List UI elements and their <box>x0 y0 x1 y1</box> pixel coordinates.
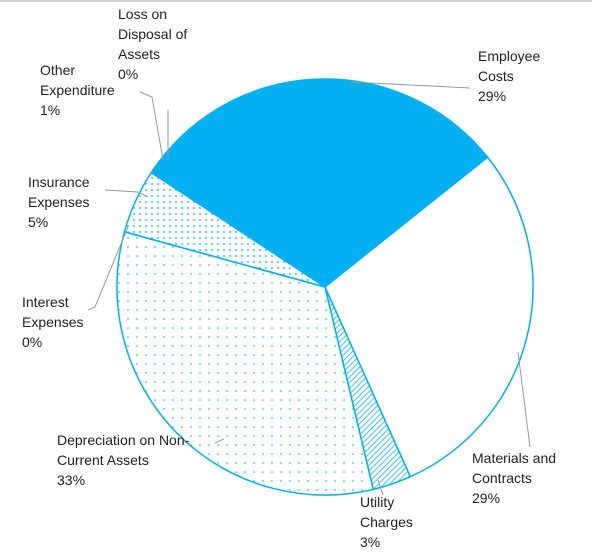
slice <box>324 156 534 478</box>
slice-label: Depreciation on Non-Current Assets 33% <box>57 430 227 490</box>
percent-label: 29% <box>478 88 507 104</box>
percent-label: 0% <box>22 334 43 350</box>
slice-label: Interest Expenses 0% <box>22 292 102 352</box>
category-name: Interest Expenses <box>22 294 84 330</box>
percent-label: 33% <box>57 472 86 488</box>
leader-lines <box>87 81 531 496</box>
category-name: Utility Charges <box>360 494 413 530</box>
percent-label: 5% <box>28 214 49 230</box>
percent-label: 1% <box>40 102 61 118</box>
slice-label: Utility Charges 3% <box>360 492 432 552</box>
slice-label: Insurance Expenses 5% <box>28 172 118 232</box>
slice-label: Employee Costs 29% <box>478 46 558 106</box>
category-name: Loss on Disposal of Assets <box>118 6 188 62</box>
slice-label: Loss on Disposal of Assets 0% <box>118 4 202 84</box>
percent-label: 0% <box>118 66 139 82</box>
percent-label: 29% <box>472 490 501 506</box>
category-name: Employee Costs <box>478 48 541 84</box>
category-name: Other Expenditure <box>40 62 115 98</box>
category-name: Depreciation on Non-Current Assets <box>57 432 190 468</box>
slice <box>116 230 375 496</box>
slice <box>157 78 489 288</box>
slice <box>150 160 326 288</box>
percent-label: 3% <box>360 534 381 550</box>
slice-label: Materials and Contracts 29% <box>472 448 584 508</box>
category-name: Insurance Expenses <box>28 174 90 210</box>
slice-label: Other Expenditure 1% <box>40 60 136 120</box>
category-name: Materials and Contracts <box>472 450 557 486</box>
